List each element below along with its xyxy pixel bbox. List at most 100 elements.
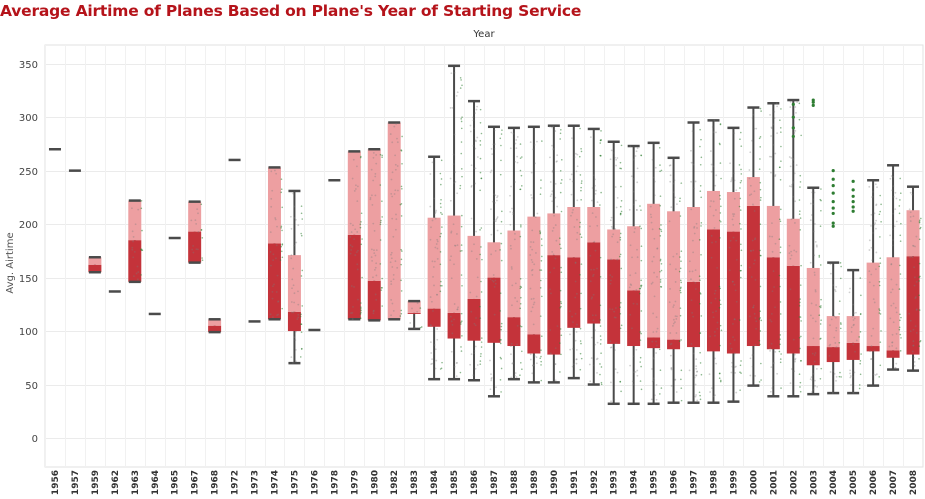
data-point (868, 185, 871, 188)
data-point (133, 275, 135, 278)
data-point (651, 281, 654, 284)
data-point (475, 295, 478, 298)
data-point (453, 71, 456, 74)
lower-box-2000 (746, 205, 760, 347)
data-point (476, 105, 479, 108)
data-point (392, 274, 395, 276)
data-point (516, 343, 518, 346)
data-point (281, 206, 284, 209)
data-point (889, 177, 892, 180)
data-point (712, 165, 715, 168)
data-point (792, 338, 795, 341)
data-point (920, 217, 922, 220)
data-point (818, 314, 821, 316)
data-point (614, 349, 616, 351)
data-point (834, 342, 837, 344)
data-point (900, 316, 902, 319)
data-point (793, 222, 796, 224)
data-point (794, 130, 797, 132)
data-point (675, 332, 678, 334)
data-point (891, 288, 894, 291)
box-2004 (826, 261, 840, 395)
data-point (550, 126, 553, 129)
data-point (796, 101, 799, 103)
data-point (895, 311, 898, 314)
data-point (479, 171, 482, 174)
data-point (434, 212, 437, 215)
data-point (634, 155, 637, 157)
data-point (300, 313, 302, 316)
data-point (552, 125, 555, 128)
data-point (519, 188, 522, 191)
data-point (589, 380, 592, 383)
data-point (140, 207, 143, 210)
data-point (480, 227, 483, 229)
data-point (350, 249, 353, 251)
data-point (351, 318, 354, 321)
data-point (710, 387, 713, 390)
box-1988 (507, 126, 521, 381)
data-point (680, 250, 683, 253)
data-point (909, 256, 911, 258)
lower-box-2003 (806, 346, 820, 366)
data-point (599, 319, 601, 321)
data-point (395, 213, 397, 216)
data-point (773, 117, 776, 119)
data-point (476, 364, 479, 366)
data-point (835, 327, 838, 329)
data-point (540, 355, 542, 358)
data-point (809, 202, 812, 205)
data-point (529, 358, 532, 361)
lower-box-2005 (846, 342, 860, 360)
data-point (539, 232, 542, 235)
data-point (613, 152, 615, 154)
data-point (552, 227, 555, 229)
data-point (391, 266, 394, 268)
data-point (892, 212, 894, 215)
data-point (780, 160, 782, 162)
data-point (774, 174, 777, 176)
data-point (449, 107, 452, 109)
data-point (539, 287, 542, 289)
data-point (454, 180, 457, 183)
data-point (300, 331, 303, 333)
data-point (432, 275, 434, 278)
data-point (514, 181, 516, 183)
data-point (719, 219, 721, 222)
data-point (878, 213, 881, 216)
data-point (699, 394, 701, 397)
data-point (899, 264, 901, 267)
data-point (371, 203, 374, 206)
data-point (616, 258, 619, 261)
data-point (489, 359, 491, 362)
upper-box-1996 (667, 211, 681, 340)
data-point (674, 378, 676, 381)
data-point (774, 175, 777, 178)
y-tick-250: 250 (19, 167, 38, 178)
data-point (679, 197, 681, 200)
data-point (729, 239, 732, 242)
data-point (655, 344, 658, 347)
data-point (759, 254, 762, 257)
data-point (560, 128, 562, 131)
data-point (459, 250, 462, 252)
data-point (679, 279, 682, 282)
data-point (276, 225, 278, 228)
upper-box-1991 (567, 207, 581, 258)
data-point (450, 231, 453, 234)
data-point (450, 350, 453, 353)
data-point (776, 132, 779, 135)
data-point (560, 210, 563, 213)
data-point (531, 229, 534, 232)
data-point (540, 269, 543, 271)
data-point (610, 381, 612, 384)
data-point (800, 335, 802, 338)
data-point (640, 245, 643, 248)
data-point (720, 205, 722, 208)
data-point (372, 310, 375, 313)
data-point (848, 291, 851, 294)
data-point (820, 188, 822, 190)
data-point (814, 241, 817, 243)
data-point (909, 319, 912, 322)
data-point (771, 222, 773, 225)
